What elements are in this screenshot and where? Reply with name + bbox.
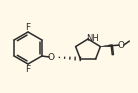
Text: F: F [25,65,30,73]
Text: O: O [118,41,125,50]
Text: NH: NH [86,33,99,43]
Text: O: O [48,53,55,61]
Polygon shape [100,44,112,47]
Text: F: F [25,23,30,32]
